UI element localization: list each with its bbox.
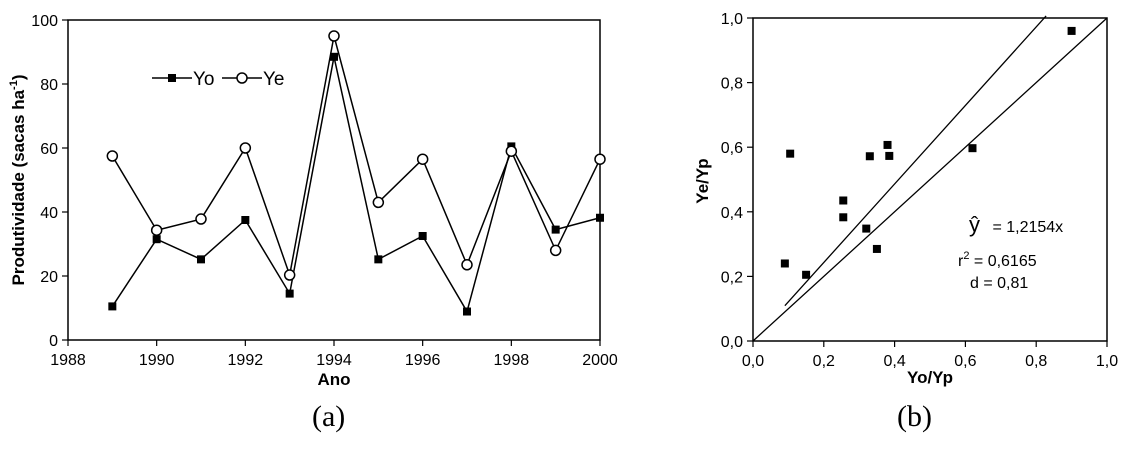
data-point-ye (416, 153, 429, 165)
data-point-yo (463, 307, 471, 316)
chart-a-x-tick-label: 2000 (582, 352, 618, 369)
chart-a-y-tick-label: 100 (31, 13, 58, 30)
chart-a-y-tick-label: 20 (40, 269, 58, 286)
data-point-yo (596, 213, 604, 222)
data-point-yo (374, 255, 383, 264)
chart-a-x-tick-label: 1990 (139, 352, 175, 369)
caption-b: (b) (897, 400, 932, 433)
chart-a-x-tick-label: 1988 (50, 352, 86, 369)
series-yo-line (111, 56, 601, 314)
caption-a: (a) (312, 400, 346, 433)
chart-a-y-tick-label: 60 (40, 141, 58, 158)
data-point-yo (197, 255, 205, 264)
chart-a-series (106, 30, 606, 316)
chart-a-y-tick-label: 80 (40, 77, 58, 94)
chart-a-x-tick-label: 1998 (494, 352, 530, 369)
series-ye-line (111, 35, 601, 278)
chart-a-x-axis-title: Ano (317, 370, 350, 389)
data-point-yo (330, 52, 338, 61)
data-point-ye (505, 145, 518, 157)
data-point-yo (551, 225, 560, 234)
chart-a-axes: 0 20 40 60 80 100 1988 1990 1992 1994 1996 1998 2000 (31, 13, 618, 369)
chart-a-x-tick-label: 1996 (405, 352, 441, 369)
data-point-yo (152, 235, 161, 244)
data-point-yo (108, 302, 117, 311)
chart-a-plot-area (67, 19, 601, 341)
chart-a-x-tick-label: 1994 (316, 352, 352, 369)
data-point-ye (594, 153, 606, 165)
data-point-ye (328, 30, 340, 42)
data-point-ye (195, 213, 207, 225)
chart-a-y-axis-title: Produtividade (sacas ha-1) (8, 74, 28, 285)
legend-yo-label: Yo (193, 69, 215, 90)
chart-a-x-tick-label: 1992 (228, 352, 264, 369)
legend-ye-label: Ye (263, 69, 285, 90)
data-point-ye (150, 224, 163, 236)
chart-a-y-tick-label: 40 (40, 205, 58, 222)
data-point-ye (461, 259, 473, 271)
chart-a-y-tick-label: 0 (49, 333, 58, 350)
data-point-ye (106, 150, 119, 162)
data-point-ye (283, 269, 296, 281)
legend-ye-marker (236, 72, 248, 84)
data-point-ye (372, 196, 385, 209)
data-point-yo (418, 232, 427, 240)
data-point-yo (241, 216, 250, 224)
data-point-yo (285, 289, 294, 298)
data-point-ye (239, 142, 252, 154)
legend-yo-marker (168, 74, 176, 82)
chart-a-legend: Yo Ye (152, 69, 285, 90)
data-point-ye (549, 244, 562, 257)
